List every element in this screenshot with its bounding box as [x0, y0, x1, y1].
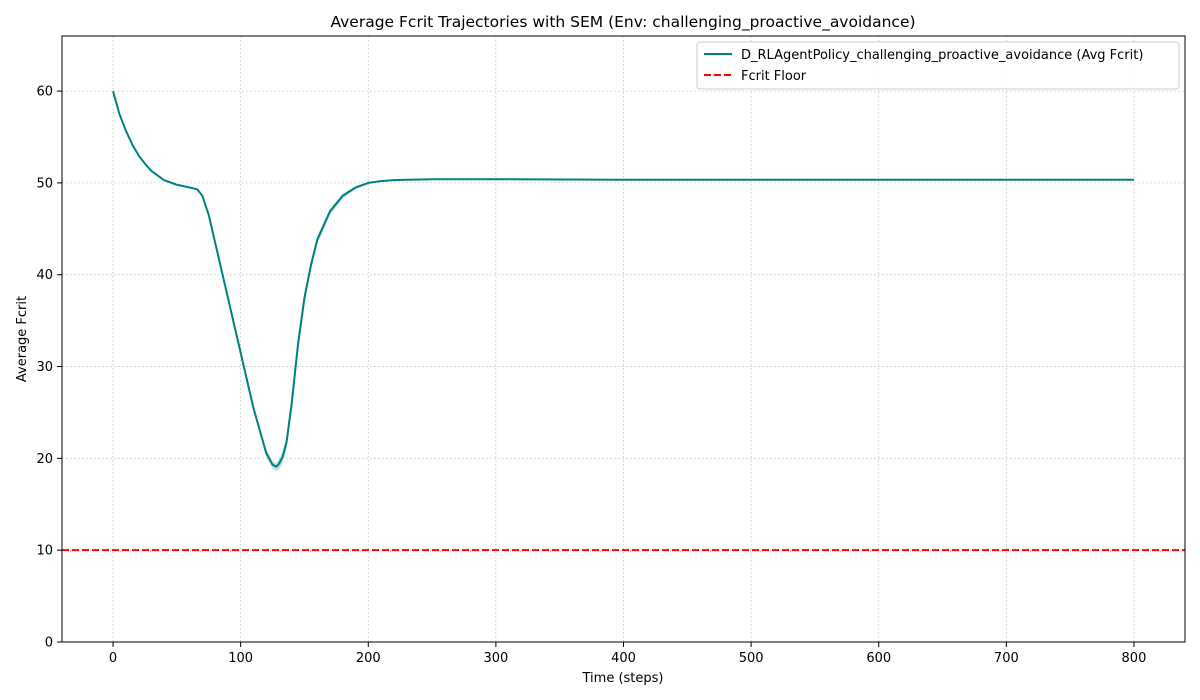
x-tick-label: 800 [1122, 651, 1147, 666]
y-tick-label: 10 [36, 544, 53, 559]
y-axis-title: Average Fcrit [15, 296, 30, 382]
legend: D_RLAgentPolicy_challenging_proactive_av… [696, 41, 1180, 90]
legend-label-avg-fcrit: D_RLAgentPolicy_challenging_proactive_av… [741, 48, 1143, 63]
chart-title: Average Fcrit Trajectories with SEM (Env… [330, 13, 915, 32]
x-tick-label: 300 [483, 651, 508, 666]
y-tick-label: 40 [36, 268, 53, 283]
legend-box [696, 41, 1180, 90]
x-tick-label: 500 [739, 651, 764, 666]
x-tick-label: 600 [866, 651, 891, 666]
series-line-avg-fcrit [112, 90, 1134, 468]
x-axis-title: Time (steps) [582, 671, 664, 686]
legend-label-fcrit-floor: Fcrit Floor [741, 69, 807, 84]
y-tick-label: 50 [36, 176, 53, 191]
x-tick-label: 100 [228, 651, 253, 666]
x-tick-label: 400 [611, 651, 636, 666]
x-tick-label: 200 [356, 651, 381, 666]
y-tick-label: 60 [36, 85, 53, 100]
x-tick-label: 0 [109, 651, 117, 666]
y-tick-label: 30 [36, 360, 53, 375]
y-tick-label: 20 [36, 452, 53, 467]
x-tick-label: 700 [994, 651, 1019, 666]
y-tick-label: 0 [45, 636, 53, 651]
